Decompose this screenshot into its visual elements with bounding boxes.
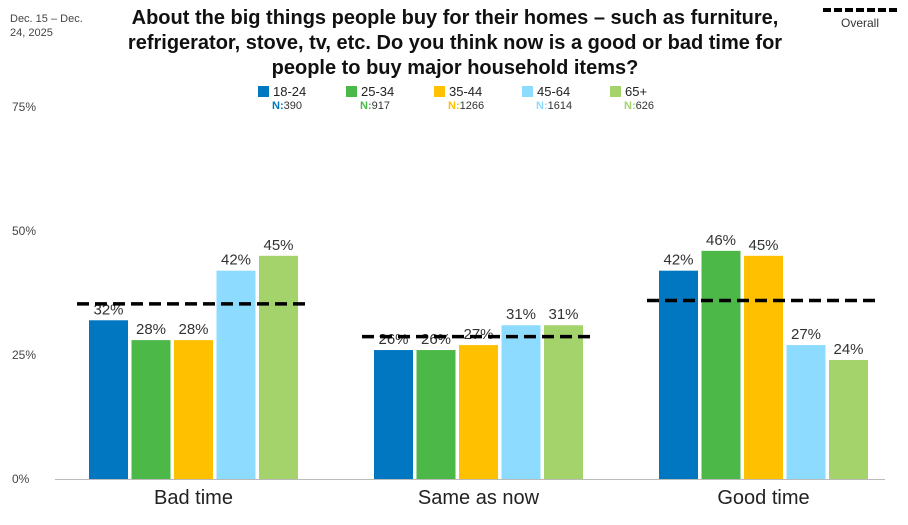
legend-label: 25-34 [361, 84, 395, 99]
legend-label: 45-64 [537, 84, 571, 99]
legend-n: N:1614 [536, 100, 573, 112]
date-range: Dec. 15 – Dec. 24, 2025 [10, 13, 83, 39]
y-tick-label: 75% [12, 100, 36, 114]
bar [374, 350, 413, 479]
legend-swatch [346, 86, 357, 97]
bar [216, 270, 256, 479]
legend-swatch [258, 86, 269, 97]
legend-label: 65+ [625, 84, 648, 99]
bar [744, 255, 783, 479]
y-tick-label: 50% [12, 224, 36, 238]
legend-item: 25-34 N:917 [346, 84, 434, 114]
data-label: 28% [178, 321, 208, 338]
chart-title: About the big things people buy for thei… [127, 7, 783, 79]
y-tick-label: 25% [12, 348, 36, 362]
legend-swatch [610, 86, 621, 97]
bar [544, 325, 583, 479]
category-label: Good time [717, 487, 809, 509]
data-label: 24% [833, 341, 863, 358]
data-label: 26% [378, 331, 408, 348]
legend-n: N:390 [272, 100, 302, 112]
legend-n: N:917 [360, 100, 390, 112]
bar [786, 345, 826, 479]
y-tick-label: 0% [12, 472, 30, 486]
legend-swatch [522, 86, 533, 97]
legend-item: 65+ N:626 [610, 84, 698, 114]
category-label: Bad time [154, 487, 233, 509]
bar [131, 340, 171, 479]
bar [659, 270, 698, 479]
data-label: 31% [548, 306, 578, 323]
data-label: 45% [748, 237, 778, 254]
overall-dash-icon [823, 8, 897, 12]
legend-label: 18-24 [273, 84, 307, 99]
bar [501, 325, 541, 479]
legend-item: 18-24 N:390 [258, 84, 346, 114]
data-label: 42% [663, 252, 693, 269]
legend-item: 35-44 N:1266 [434, 84, 522, 114]
data-label: 31% [506, 306, 536, 323]
data-label: 45% [263, 237, 293, 254]
legend: 18-24 N:390 25-34 N:917 35-44 N:1266 45-64 N:16… [258, 84, 698, 114]
category-label: Same as now [418, 487, 540, 509]
data-label: 26% [421, 331, 451, 348]
data-label: 27% [791, 326, 821, 343]
legend-label: 35-44 [449, 84, 483, 99]
bar [459, 345, 498, 479]
overall-legend: Overall [822, 8, 898, 30]
data-label: 46% [706, 232, 736, 249]
legend-n: N:1266 [448, 100, 485, 112]
bar [174, 340, 213, 479]
legend-item: 45-64 N:1614 [522, 84, 610, 114]
bar [701, 250, 741, 479]
data-label: 27% [463, 326, 493, 343]
bar [416, 350, 456, 479]
data-label: 28% [136, 321, 166, 338]
overall-legend-label: Overall [840, 16, 879, 30]
legend-swatch [434, 86, 445, 97]
data-label: 42% [221, 252, 251, 269]
legend-n: N:626 [624, 100, 654, 112]
bar [829, 359, 868, 479]
bar [259, 255, 298, 479]
bar [89, 320, 128, 479]
